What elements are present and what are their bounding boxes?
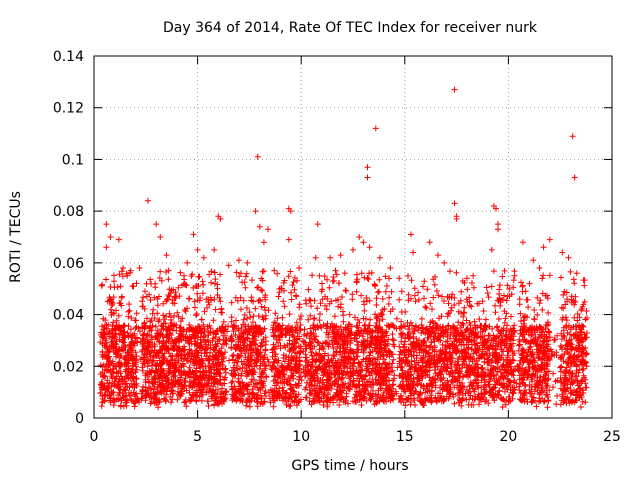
axis-ticks: 0 5 10 15 20 25 0 0.02 0.04 0.06 0.08 0.1 0.12 0.14 (53, 49, 621, 445)
y-tick-label: 0.12 (53, 101, 84, 117)
y-tick-label: 0.02 (53, 359, 84, 375)
data-points (97, 86, 590, 411)
y-tick-label: 0.14 (53, 49, 84, 65)
roti-points (97, 86, 590, 411)
grid (94, 56, 612, 418)
x-tick-label: 20 (499, 429, 517, 445)
y-tick-label: 0.1 (62, 152, 84, 168)
y-tick-label: 0.04 (53, 308, 84, 324)
chart-title: Day 364 of 2014, Rate Of TEC Index for r… (163, 20, 538, 36)
y-tick-label: 0.08 (53, 204, 84, 220)
y-axis-label: ROTI / TECUs (8, 191, 24, 283)
y-tick-label: 0.06 (53, 256, 84, 272)
plot-frame (93, 55, 613, 419)
x-tick-label: 15 (396, 429, 414, 445)
x-tick-label: 5 (193, 429, 202, 445)
x-tick-label: 25 (603, 429, 621, 445)
x-tick-label: 0 (90, 429, 99, 445)
x-tick-label: 10 (292, 429, 310, 445)
x-axis-label: GPS time / hours (291, 458, 408, 474)
y-tick-label: 0 (75, 411, 84, 427)
